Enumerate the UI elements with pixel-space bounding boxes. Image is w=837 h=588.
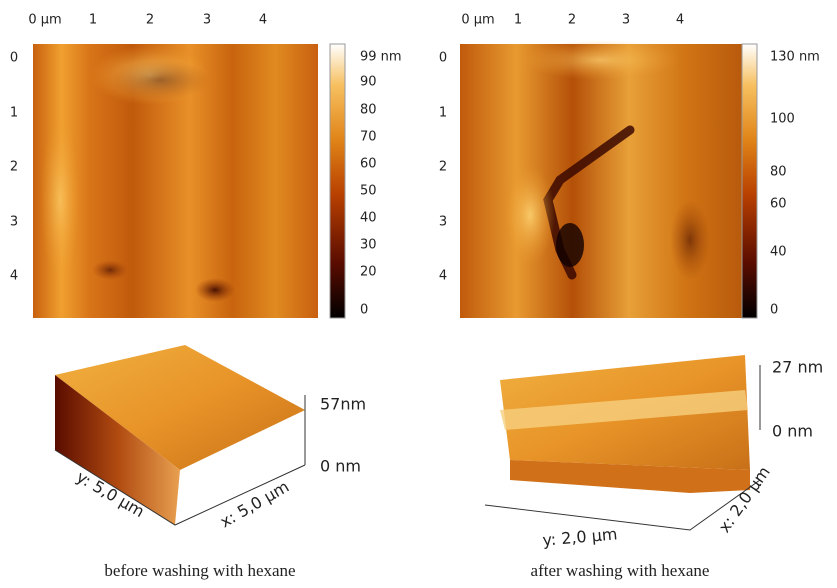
- colorbar-tick-label: 60: [770, 197, 787, 212]
- x-tick-label: 3: [203, 13, 211, 28]
- x-tick-label: 2: [568, 13, 576, 28]
- x-axis-label: x: 5,0 µm: [217, 477, 293, 532]
- y-tick-label: 4: [10, 269, 18, 284]
- y-tick-label: 0: [10, 51, 18, 66]
- afm-images: [33, 40, 757, 318]
- y-tick-label: 0: [439, 51, 447, 66]
- colorbar-tick-label: 60: [360, 157, 377, 172]
- afm-image: [460, 44, 742, 318]
- colorbar-tick-label: 80: [360, 103, 377, 118]
- z-min-label: 0 nm: [320, 457, 361, 476]
- colorbar: [742, 44, 757, 318]
- colorbar-tick-label: 40: [360, 211, 377, 226]
- y-tick-label: 3: [10, 215, 18, 230]
- x-tick-label: 4: [259, 13, 267, 28]
- x-tick-label: 3: [622, 13, 630, 28]
- z-max-label: 27 nm: [772, 358, 823, 377]
- colorbar-tick-label: 90: [360, 75, 377, 90]
- colorbar-tick-label: 80: [770, 165, 787, 180]
- colorbar-tick-label: 99 nm: [360, 50, 402, 65]
- colorbar-tick-label: 100: [770, 112, 795, 127]
- z-min-label: 0 nm: [772, 422, 813, 441]
- x-tick-label: 2: [146, 13, 154, 28]
- x-tick-label: 1: [514, 13, 522, 28]
- y-tick-label: 1: [10, 106, 18, 121]
- y-tick-label: 2: [439, 160, 447, 175]
- surfaces: [55, 345, 760, 530]
- colorbar-tick-label: 70: [360, 130, 377, 145]
- y-axis-label: y: 2,0 µm: [542, 524, 618, 549]
- x-tick-label: 4: [676, 13, 684, 28]
- colorbar: [330, 44, 345, 318]
- z-max-label: 57nm: [320, 395, 366, 414]
- colorbar-tick-label: 30: [360, 238, 377, 253]
- colorbar-tick-label: 50: [360, 184, 377, 199]
- caption: before washing with hexane: [104, 561, 295, 580]
- caption: after washing with hexane: [531, 561, 710, 580]
- y-tick-label: 1: [439, 106, 447, 121]
- x-tick-label: 0 µm: [461, 13, 494, 28]
- x-tick-label: 0 µm: [28, 13, 61, 28]
- x-tick-label: 1: [89, 13, 97, 28]
- figure: 0 µm12340123499 nm9080706050403020057nm0…: [0, 0, 837, 588]
- colorbar-tick-label: 130 nm: [770, 50, 820, 65]
- y-tick-label: 2: [10, 160, 18, 175]
- y-tick-label: 3: [439, 215, 447, 230]
- colorbar-tick-label: 0: [770, 303, 778, 318]
- colorbar-tick-label: 0: [360, 303, 368, 318]
- y-tick-label: 4: [439, 269, 447, 284]
- colorbar-tick-label: 40: [770, 245, 787, 260]
- colorbar-tick-label: 20: [360, 265, 377, 280]
